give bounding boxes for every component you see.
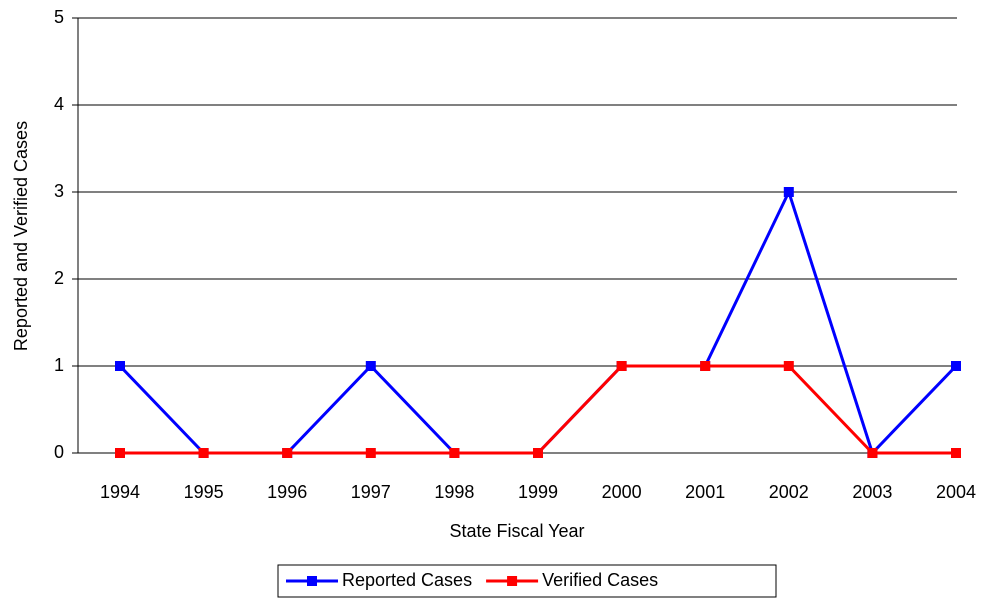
y-tick-label: 0 xyxy=(54,442,64,462)
legend-marker xyxy=(307,576,317,586)
x-tick-label: 1995 xyxy=(184,482,224,502)
x-tick-label: 2001 xyxy=(685,482,725,502)
marker xyxy=(700,361,711,371)
y-tick-label: 4 xyxy=(54,94,64,114)
x-tick-label: 1999 xyxy=(518,482,558,502)
x-axis-title: State Fiscal Year xyxy=(449,521,584,541)
x-tick-label: 2004 xyxy=(936,482,976,502)
x-tick-label: 1996 xyxy=(267,482,307,502)
marker xyxy=(282,448,293,458)
marker xyxy=(783,361,794,371)
y-tick-label: 1 xyxy=(54,355,64,375)
marker xyxy=(783,187,794,197)
marker xyxy=(198,448,209,458)
marker xyxy=(115,448,125,458)
legend-label: Reported Cases xyxy=(342,570,472,590)
legend-label: Verified Cases xyxy=(542,570,658,590)
x-tick-label: 1994 xyxy=(100,482,140,502)
series-line xyxy=(118,187,958,456)
marker xyxy=(365,448,376,458)
x-tick-label: 2002 xyxy=(769,482,809,502)
y-tick-label: 5 xyxy=(54,7,64,27)
series-line xyxy=(120,364,956,455)
legend-marker xyxy=(507,576,518,586)
marker xyxy=(951,361,961,371)
x-tick-label: 2000 xyxy=(602,482,642,502)
marker xyxy=(616,361,627,371)
y-axis-title: Reported and Verified Cases xyxy=(11,121,31,351)
x-tick-label: 1997 xyxy=(351,482,391,502)
marker xyxy=(115,361,125,371)
marker xyxy=(365,361,376,371)
marker xyxy=(533,448,543,458)
marker xyxy=(449,448,460,458)
marker xyxy=(867,448,878,458)
x-tick-label: 2003 xyxy=(852,482,892,502)
y-tick-label: 2 xyxy=(54,268,64,288)
x-tick-label: 1998 xyxy=(434,482,474,502)
y-tick-label: 3 xyxy=(54,181,64,201)
marker xyxy=(951,448,961,458)
